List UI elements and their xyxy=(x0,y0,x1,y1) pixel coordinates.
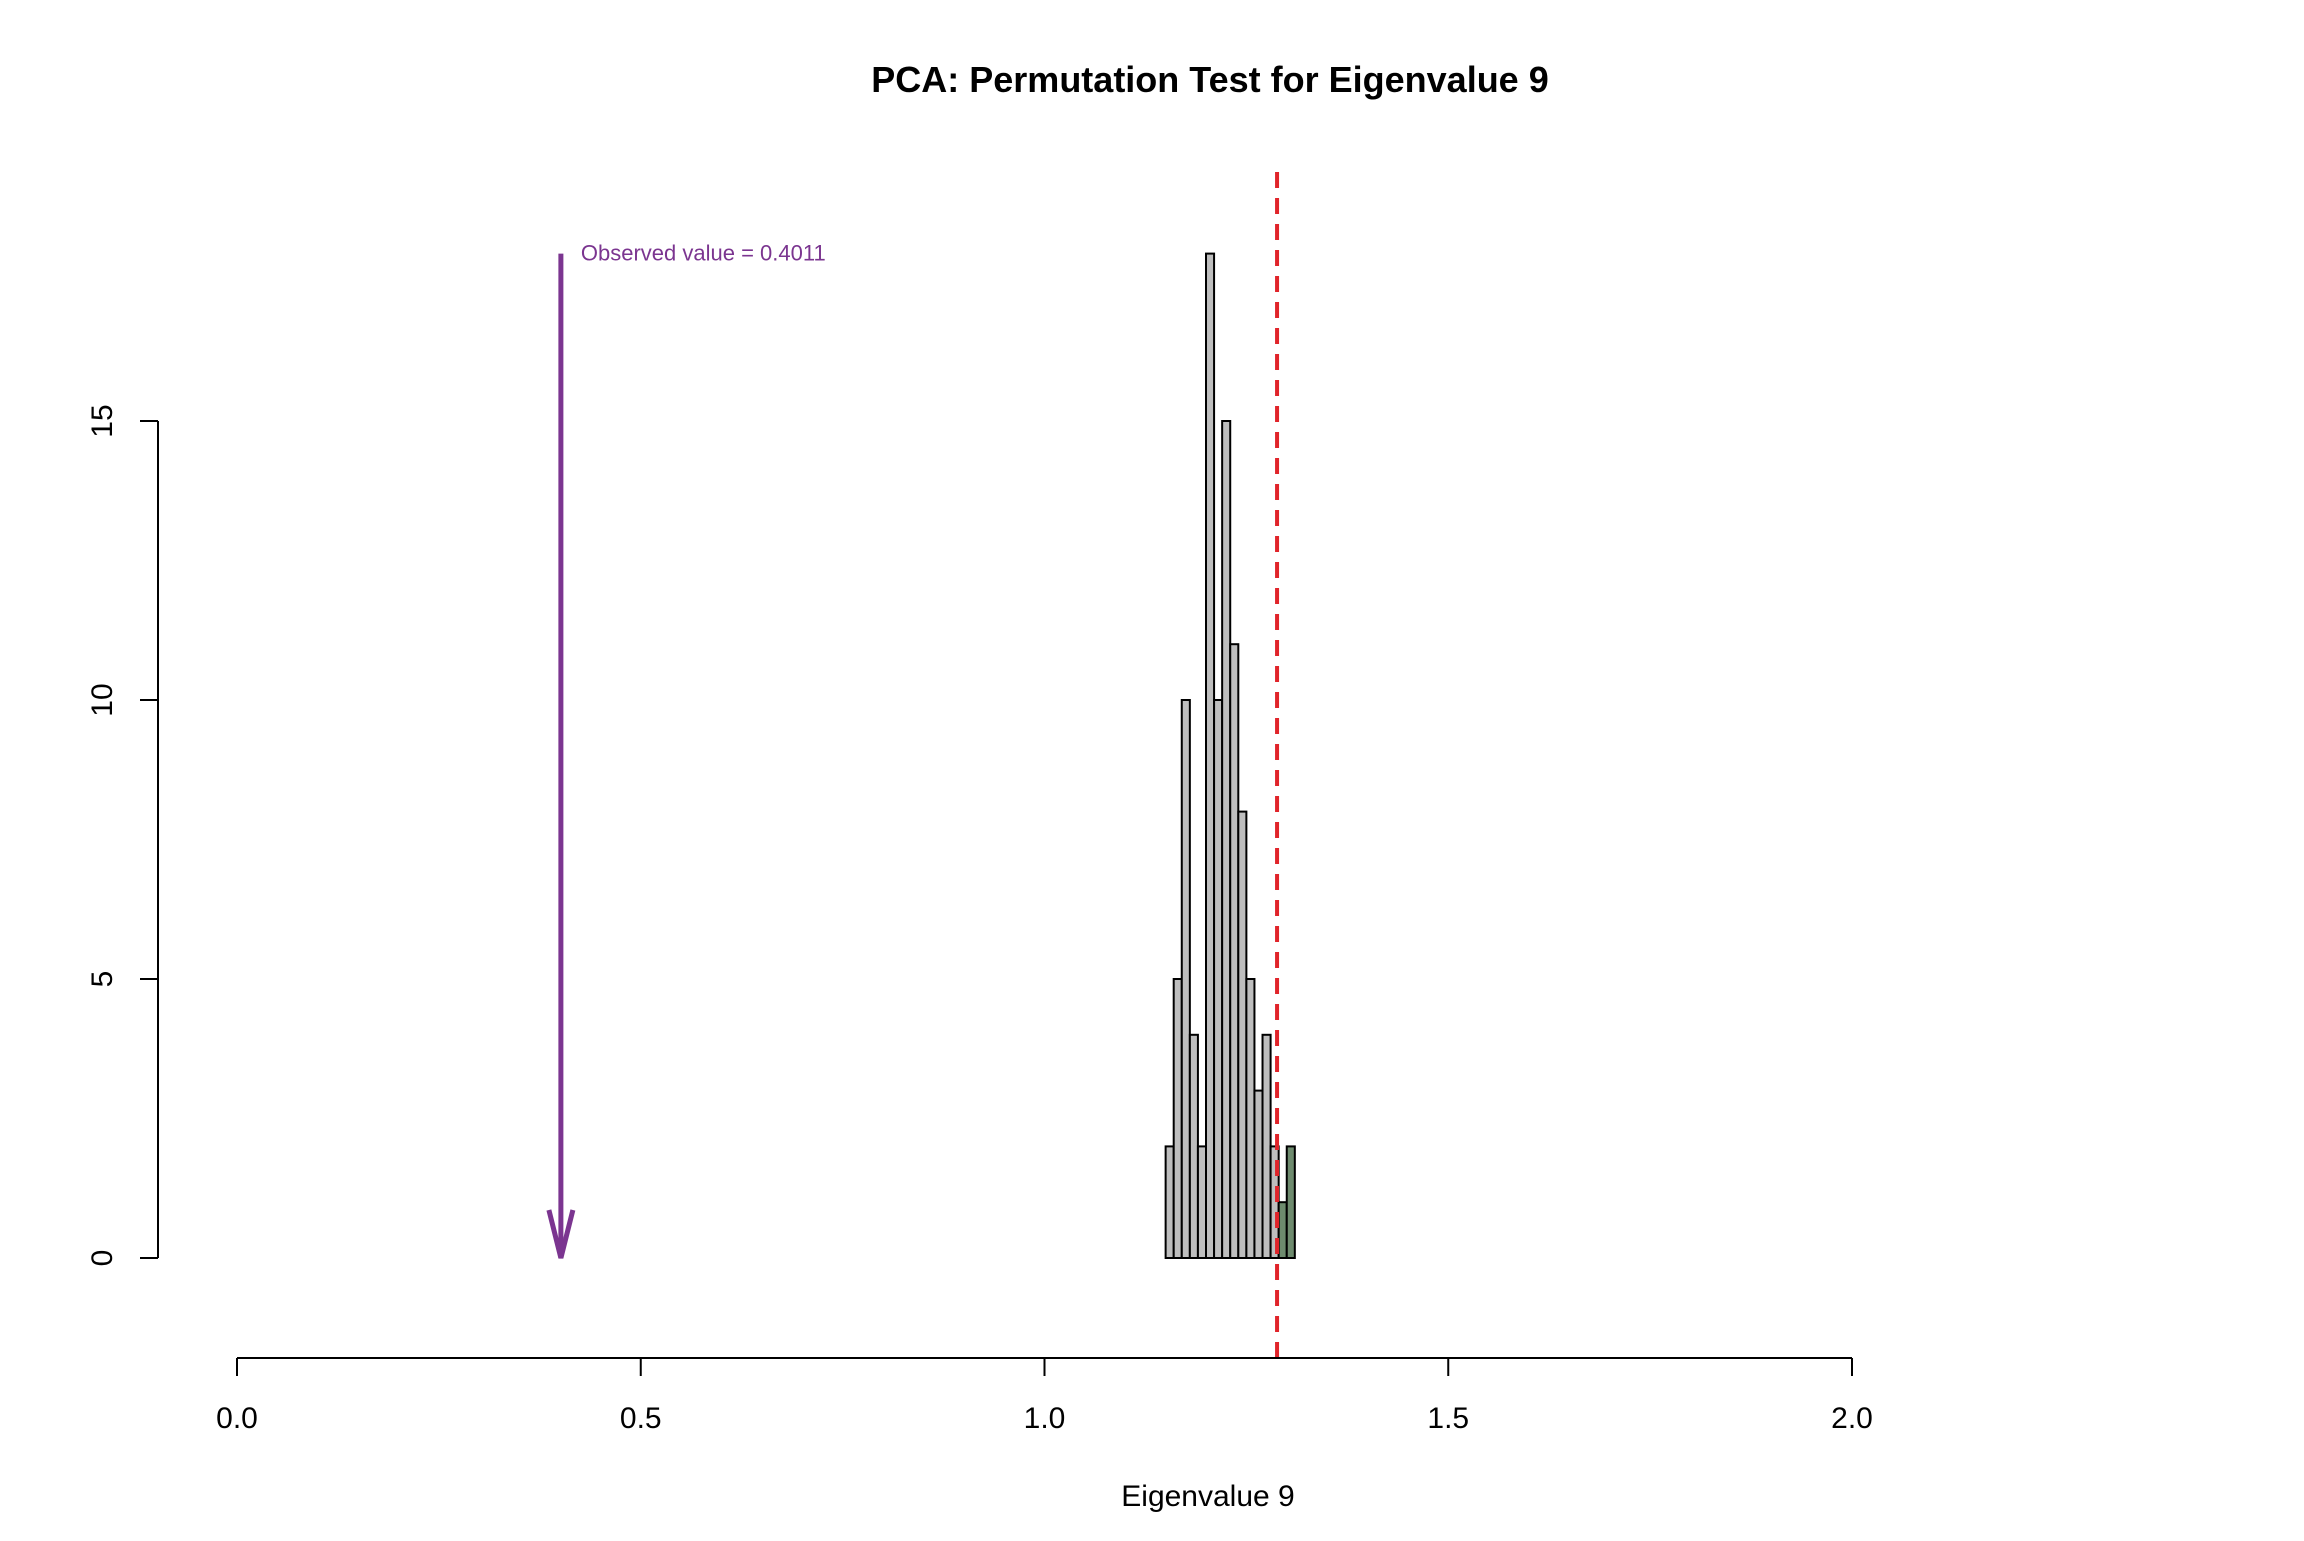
histogram-bar xyxy=(1172,978,1183,1259)
x-axis-label: Eigenvalue 9 xyxy=(1121,1480,1294,1513)
x-tick-label: 1.0 xyxy=(1024,1402,1066,1435)
histogram-bar xyxy=(1285,1145,1296,1260)
histogram-bar xyxy=(1196,1145,1208,1260)
histogram-bar xyxy=(1213,699,1224,1259)
y-tick-label: 0 xyxy=(86,1250,119,1267)
histogram-bars xyxy=(1164,252,1296,1260)
chart-title: PCA: Permutation Test for Eigenvalue 9 xyxy=(871,59,1548,100)
x-tick-label: 1.5 xyxy=(1427,1402,1469,1435)
histogram-bar xyxy=(1277,1201,1288,1259)
histogram-bar xyxy=(1164,1145,1175,1260)
histogram-bar xyxy=(1229,643,1240,1259)
y-axis: 0 5 10 15 xyxy=(86,404,159,1267)
observed-value-label: Observed value = 0.4011 xyxy=(581,241,826,266)
y-tick-label: 5 xyxy=(86,971,119,988)
x-tick-label: 0.0 xyxy=(216,1402,258,1435)
observed-arrow-head xyxy=(546,1209,576,1259)
histogram-bar xyxy=(1180,699,1191,1259)
y-tick-label: 15 xyxy=(86,404,119,437)
x-tick-label: 0.5 xyxy=(620,1402,662,1435)
histogram-bar xyxy=(1188,1033,1199,1260)
y-tick-label: 10 xyxy=(86,683,119,716)
histogram-bar xyxy=(1221,420,1232,1259)
observed-value-marker: Observed value = 0.4011 xyxy=(546,241,826,1259)
histogram-bar xyxy=(1253,1089,1264,1259)
x-axis: 0.0 0.5 1.0 1.5 2.0 xyxy=(216,1357,1873,1435)
histogram-bar xyxy=(1237,810,1248,1259)
histogram-bar xyxy=(1261,1033,1272,1260)
histogram-bar xyxy=(1245,978,1256,1259)
histogram-bar xyxy=(1205,252,1216,1260)
x-tick-label: 2.0 xyxy=(1831,1402,1873,1435)
